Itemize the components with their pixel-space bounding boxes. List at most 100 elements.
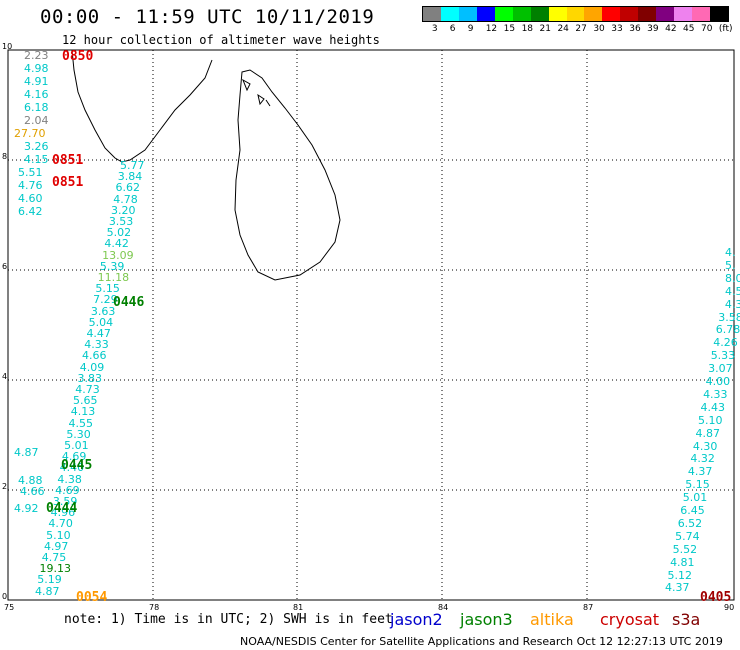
- colorbar-swatch: [620, 7, 639, 21]
- wave-height-value: 27.70: [14, 127, 46, 140]
- wave-height-value: 4.33: [703, 387, 728, 401]
- wave-height-value: 3.59: [52, 495, 78, 508]
- wave-height-value: 3.83: [77, 371, 103, 385]
- wave-height-value: 4.73: [75, 383, 100, 396]
- wave-height-value: 5.04: [88, 315, 114, 329]
- y-tick-label: 6: [2, 262, 8, 271]
- india-coastline: [71, 49, 213, 163]
- map-subtitle: 12 hour collection of altimeter wave hei…: [62, 33, 380, 47]
- wave-height-value: 4.43: [700, 400, 726, 414]
- colorbar-label: 6: [449, 24, 456, 34]
- y-tick-label: 0: [2, 592, 8, 601]
- colorbar-swatch: [602, 7, 621, 21]
- wave-height-value: 4.76: [18, 179, 43, 192]
- wave-height-value: 4.15: [24, 153, 49, 166]
- colorbar-label: 33: [611, 24, 623, 34]
- wave-height-value: 8.0: [725, 271, 740, 285]
- legend-s3a: s3a: [672, 610, 701, 629]
- colorbar-label: 42: [665, 24, 677, 34]
- wave-height-value: 5.12: [667, 568, 693, 582]
- wave-height-value: 4.92: [14, 502, 39, 515]
- colorbar-label: 45: [683, 24, 695, 34]
- x-tick-label: 75: [4, 603, 15, 612]
- wave-height-value: 6.52: [677, 516, 703, 530]
- wave-height-value: 5.30: [66, 427, 91, 441]
- wave-height-value: 5.74: [675, 529, 700, 543]
- x-tick-label: 90: [724, 603, 735, 612]
- colorbar-label: 21: [539, 24, 551, 34]
- wave-height-value: 4.96: [50, 506, 76, 520]
- wave-height-value: 4.69: [55, 483, 80, 497]
- colorbar-swatch: [440, 7, 459, 21]
- colorbar-label: 30: [593, 24, 605, 34]
- wave-height-value: 4.81: [670, 555, 695, 569]
- wave-height-value: 5.01: [64, 439, 89, 452]
- colorbar-swatch: [566, 7, 585, 21]
- y-tick-label: 4: [2, 372, 8, 381]
- colorbar-swatch: [494, 7, 513, 21]
- map-title: 00:00 - 11:59 UTC 10/11/2019: [40, 6, 375, 28]
- y-tick-label: 2: [2, 482, 8, 491]
- colorbar-swatch: [548, 7, 567, 21]
- wave-height-value: 5.19: [37, 573, 62, 587]
- sri-lanka-coastline: [234, 69, 341, 281]
- pass-time-label: 0405: [700, 590, 732, 605]
- wave-height-value: 4.40: [59, 461, 85, 475]
- colorbar-label: 36: [629, 24, 641, 34]
- wave-height-value: 4.00: [705, 375, 731, 388]
- y-tick-label: 8: [2, 152, 8, 161]
- colorbar: [422, 6, 729, 22]
- legend-jason2: jason2: [390, 610, 443, 629]
- wave-height-value: 4.: [725, 246, 736, 259]
- colorbar-label: 24: [557, 24, 569, 34]
- wave-height-value: 4.69: [61, 450, 87, 464]
- wave-height-value: 4.37: [687, 465, 713, 479]
- wave-height-value: 4.55: [68, 416, 94, 430]
- palk-strait-islands: [242, 78, 271, 107]
- wave-height-value: 5.10: [46, 528, 71, 542]
- wave-height-value: 5.33: [710, 349, 736, 363]
- wave-height-value: 4.91: [24, 75, 49, 88]
- pass-time-label: 0851: [52, 153, 84, 168]
- wave-height-value: 6.42: [18, 205, 43, 218]
- pass-time-label: 0445: [61, 458, 93, 473]
- wave-height-value: 5.51: [18, 166, 43, 179]
- wave-height-value: 4.88: [18, 474, 43, 487]
- wave-height-value: 3.26: [24, 140, 49, 153]
- x-tick-label: 84: [438, 603, 449, 612]
- wave-height-value: 5.65: [73, 394, 98, 408]
- colorbar-label: 9: [467, 24, 474, 34]
- x-tick-label: 87: [583, 603, 594, 612]
- wave-height-value: 3.53: [108, 215, 134, 228]
- wave-height-value: 7.29: [93, 293, 118, 307]
- pass-time-label: 0054: [76, 590, 108, 605]
- colorbar-label: (ft): [718, 24, 733, 34]
- map-frame: [7, 49, 735, 601]
- wave-height-value: 5.77: [120, 159, 145, 172]
- colorbar-label: 39: [647, 24, 659, 34]
- wave-height-value: 5.52: [672, 542, 698, 556]
- wave-height-value: 4.97: [43, 539, 69, 553]
- wave-height-value: 4.87: [14, 446, 39, 459]
- pass-time-label: 0446: [113, 295, 145, 310]
- wave-height-value: 5.01: [682, 491, 708, 505]
- wave-height-value: 6.45: [680, 504, 705, 517]
- wave-height-value: 4.42: [104, 237, 129, 251]
- wave-height-value: 3.07: [708, 362, 733, 376]
- wave-height-value: 4.87: [35, 584, 60, 598]
- colorbar-label: 15: [503, 24, 516, 34]
- wave-height-value: 4.16: [24, 88, 49, 101]
- colorbar-swatch: [458, 7, 477, 21]
- legend-altika: altika: [530, 610, 574, 629]
- wave-height-value: 13.09: [102, 248, 134, 262]
- wave-height-value: 3.63: [90, 304, 116, 318]
- colorbar-label: 70: [700, 24, 713, 34]
- footer-credit: NOAA/NESDIS Center for Satellite Applica…: [240, 635, 723, 648]
- wave-height-value: 6.62: [115, 181, 141, 195]
- wave-height-value: 4.33: [84, 338, 109, 352]
- wave-height-value: 4.37: [665, 581, 690, 595]
- pass-time-label: 0850: [62, 49, 94, 64]
- pass-time-label: 0851: [52, 175, 84, 190]
- legend-cryosat: cryosat: [600, 610, 660, 629]
- wave-height-value: 3.20: [111, 203, 136, 217]
